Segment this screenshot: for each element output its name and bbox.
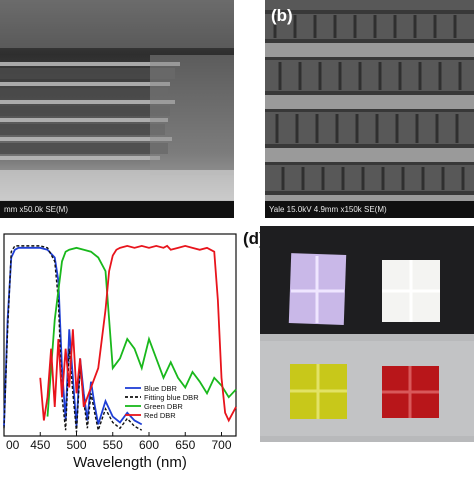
sample-photo (260, 226, 474, 442)
sample-photo-drawing (260, 226, 474, 442)
panel-b-label: (b) (271, 6, 293, 25)
series-line-1 (3, 245, 143, 433)
sample-green (290, 364, 347, 419)
series-layer (3, 244, 237, 433)
tick-layer: 00 450 500 550 600 650 700 (3, 432, 232, 452)
legend-label-1: Fitting blue DBR (144, 393, 199, 402)
legend-label-2: Green DBR (144, 402, 183, 411)
sem-a-caption: mm x50.0k SE(M) (0, 201, 234, 218)
legend-label-0: Blue DBR (144, 384, 178, 393)
sample-blue (288, 253, 347, 325)
sample-red (382, 366, 439, 418)
x-tick-label: 700 (211, 438, 231, 452)
series-line-3 (39, 244, 237, 423)
x-tick-label: 500 (66, 438, 86, 452)
x-tick-label: 00 (6, 438, 20, 452)
panel-d-label: (d) (243, 229, 265, 248)
series-line-2 (46, 246, 237, 417)
x-tick-label: 600 (139, 438, 159, 452)
legend-label-3: Red DBR (144, 411, 176, 420)
x-axis-label: Wavelength (nm) (73, 454, 187, 471)
x-tick-label: 650 (175, 438, 195, 452)
reflectance-chart: 00 450 500 550 600 650 700 Blue DBR Fitting blu… (0, 228, 250, 474)
sem-image-zoom: (b) Yale 15.0kV 4.9mm x150k SE(M) (265, 0, 474, 218)
sem-zoom-drawing (265, 0, 474, 218)
x-tick-label: 450 (30, 438, 50, 452)
sem-b-caption: Yale 15.0kV 4.9mm x150k SE(M) (265, 201, 474, 218)
plot-frame (3, 233, 237, 437)
sem-image-cross-section: mm x50.0k SE(M) (0, 0, 234, 218)
x-tick-label: 550 (103, 438, 123, 452)
sem-cross-section-drawing (0, 0, 234, 218)
sample-white (382, 260, 440, 322)
